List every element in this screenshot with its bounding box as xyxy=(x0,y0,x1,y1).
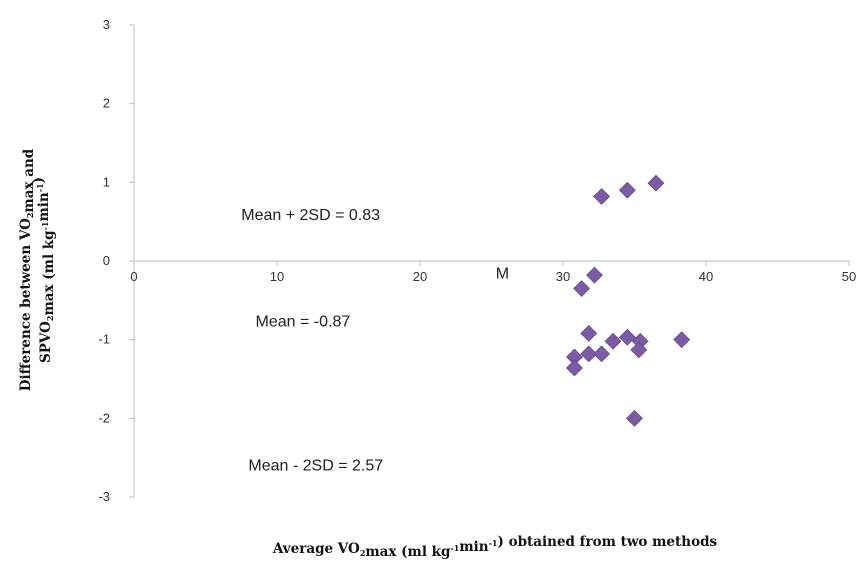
annotation-label: Mean + 2SD = 0.83 xyxy=(241,207,380,224)
data-point-marker xyxy=(593,188,611,205)
y-axis-title-line1: Difference between VO2max and xyxy=(18,148,37,391)
data-point-marker xyxy=(586,266,603,284)
y-tick-label: -3 xyxy=(98,489,110,504)
axes xyxy=(129,24,850,498)
y-tick-label: -1 xyxy=(98,332,110,347)
annotations: Mean + 2SD = 0.83 Mean = -0.87 Mean - 2SD … xyxy=(241,207,509,474)
x-tick-label: 40 xyxy=(699,269,713,284)
y-tick-label: 2 xyxy=(103,96,110,111)
y-tick-label: 3 xyxy=(103,17,110,32)
data-point-marker xyxy=(593,345,611,363)
data-points xyxy=(566,174,691,427)
y-axis-title-line2: SPVO2max (ml kg-1min-1) xyxy=(31,177,57,363)
annotation-label: Mean - 2SD = 2.57 xyxy=(248,457,383,474)
data-point-marker xyxy=(673,331,691,349)
data-point-marker xyxy=(618,328,636,346)
x-axis-title: Average VO2max (ml kg-1min-1) obtained f… xyxy=(272,534,718,560)
data-point-marker xyxy=(573,280,591,297)
y-tick-labels: 3 2 1 0 -1 -2 -3 xyxy=(98,17,110,504)
x-tick-label: 10 xyxy=(270,269,284,284)
data-point-marker xyxy=(630,341,648,359)
data-point-marker xyxy=(580,324,598,342)
y-tick-label: 1 xyxy=(103,174,110,189)
data-point-marker xyxy=(566,359,583,377)
data-point-marker xyxy=(626,409,643,427)
x-tick-label: 50 xyxy=(842,269,856,284)
data-point-marker xyxy=(647,174,665,192)
annotation-label: Mean = -0.87 xyxy=(256,313,351,330)
x-tick-labels: 0 10 20 30 40 50 xyxy=(130,269,856,284)
y-tick-label: 0 xyxy=(103,253,110,268)
x-tick-label: 30 xyxy=(556,269,570,284)
data-point-marker xyxy=(604,332,622,350)
data-point-marker xyxy=(580,345,598,363)
x-tick-label: 0 xyxy=(130,269,137,284)
data-point-marker xyxy=(618,181,636,199)
x-tick-label: 20 xyxy=(413,269,427,284)
annotation-label: M xyxy=(496,265,509,282)
y-tick-label: -2 xyxy=(98,410,110,425)
